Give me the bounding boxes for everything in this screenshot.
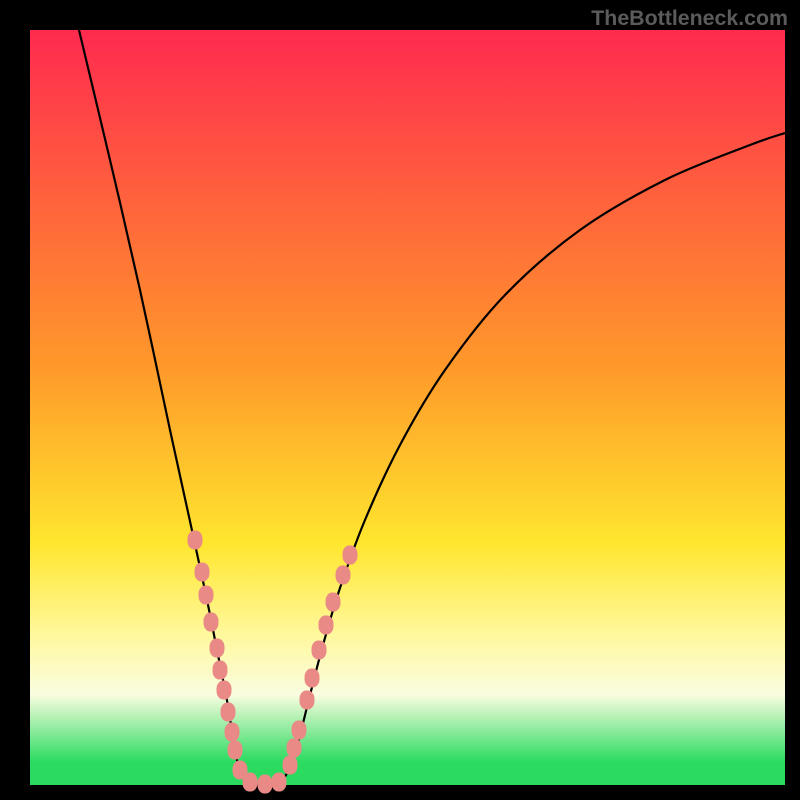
data-marker-bottom	[258, 775, 273, 794]
data-marker-left	[228, 741, 243, 760]
data-marker-right	[343, 546, 358, 565]
data-marker-left	[204, 613, 219, 632]
data-marker-left	[221, 703, 236, 722]
data-marker-right	[336, 566, 351, 585]
data-marker-bottom	[272, 773, 287, 792]
data-marker-bottom	[243, 773, 258, 792]
watermark-text: TheBottleneck.com	[591, 6, 788, 31]
data-marker-right	[292, 721, 307, 740]
data-marker-right	[305, 669, 320, 688]
data-marker-right	[312, 641, 327, 660]
plot-area	[30, 30, 785, 785]
data-marker-left	[213, 661, 228, 680]
data-marker-right	[319, 616, 334, 635]
data-marker-right	[326, 593, 341, 612]
data-marker-left	[188, 531, 203, 550]
data-marker-right	[287, 739, 302, 758]
data-marker-left	[225, 723, 240, 742]
data-marker-left	[210, 639, 225, 658]
data-marker-left	[199, 586, 214, 605]
data-marker-right	[300, 691, 315, 710]
data-marker-left	[217, 681, 232, 700]
data-marker-left	[195, 563, 210, 582]
chart-root: TheBottleneck.com	[0, 0, 800, 800]
data-marker-right	[283, 756, 298, 775]
